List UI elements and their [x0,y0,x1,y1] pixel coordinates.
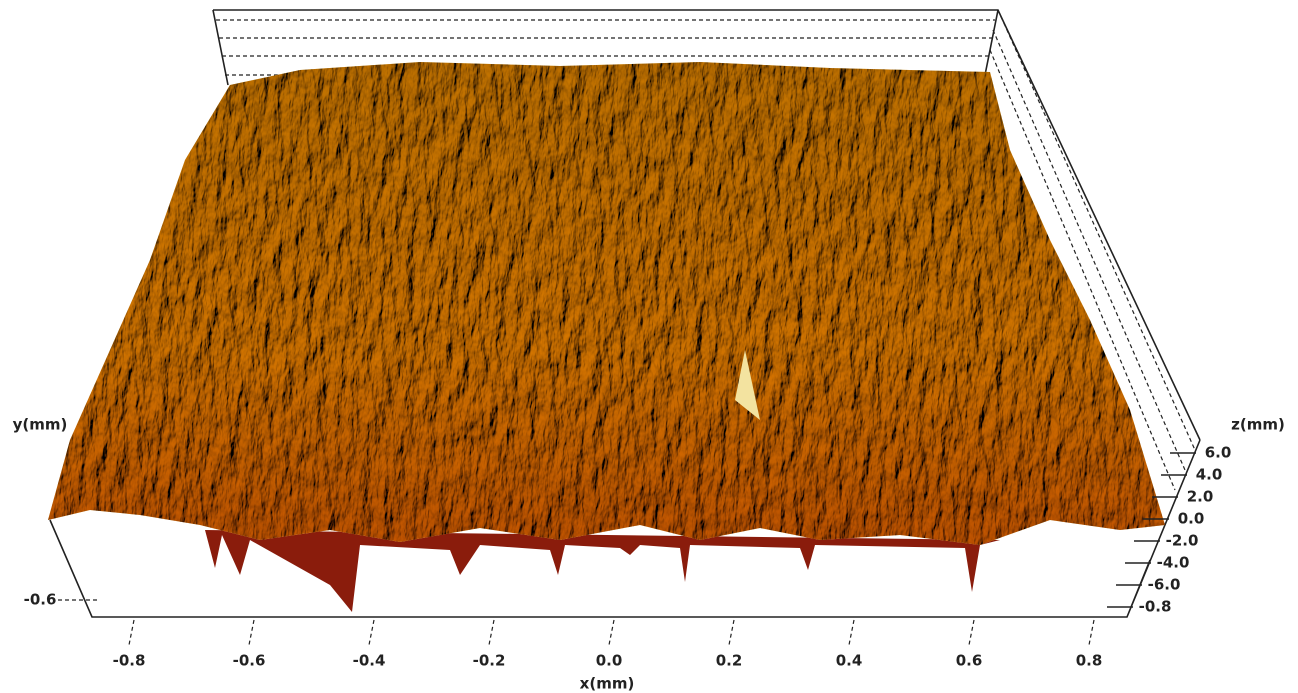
surface-spikes [205,530,1000,612]
x-tick-label: -0.2 [473,652,506,670]
x-tick-label: -0.8 [113,652,146,670]
z-tick-label: -2.0 [1166,532,1199,550]
x-tick-label: 0.4 [836,652,863,670]
z-tick-label: 0.0 [1178,510,1205,528]
x-tick [849,620,854,645]
z-tick-label: -4.0 [1157,554,1190,572]
x-tick [369,620,374,645]
x-tick-label: 0.6 [956,652,983,670]
y-axis-title: y(mm) [13,416,68,434]
x-tick [129,620,134,645]
x-tick [609,620,614,645]
x-tick-label: 0.0 [596,652,623,670]
z-tick-label: -6.0 [1148,576,1181,594]
x-tick [249,620,254,645]
x-tick-label: 0.8 [1076,652,1103,670]
x-tick-label: -0.4 [353,652,386,670]
z-tick-label: -0.8 [1139,598,1172,616]
surface-area [48,62,1165,545]
x-tick-label: 0.2 [716,652,743,670]
x-tick [1089,620,1094,645]
x-tick [969,620,974,645]
z-tick-label: 2.0 [1187,488,1214,506]
x-tick [489,620,494,645]
chart: y(mm) z(mm) x(mm) -0.8 -0.6 -0.4 -0.2 0.0 0.2… [0,0,1298,693]
y-tick-label: -0.6 [24,591,57,609]
z-tick-label: 6.0 [1205,444,1232,462]
z-tick-label: 4.0 [1196,466,1223,484]
surface [48,62,1165,612]
x-axis-title: x(mm) [580,675,635,693]
x-tick-label: -0.6 [233,652,266,670]
z-axis-title: z(mm) [1231,416,1285,434]
x-tick [729,620,734,645]
